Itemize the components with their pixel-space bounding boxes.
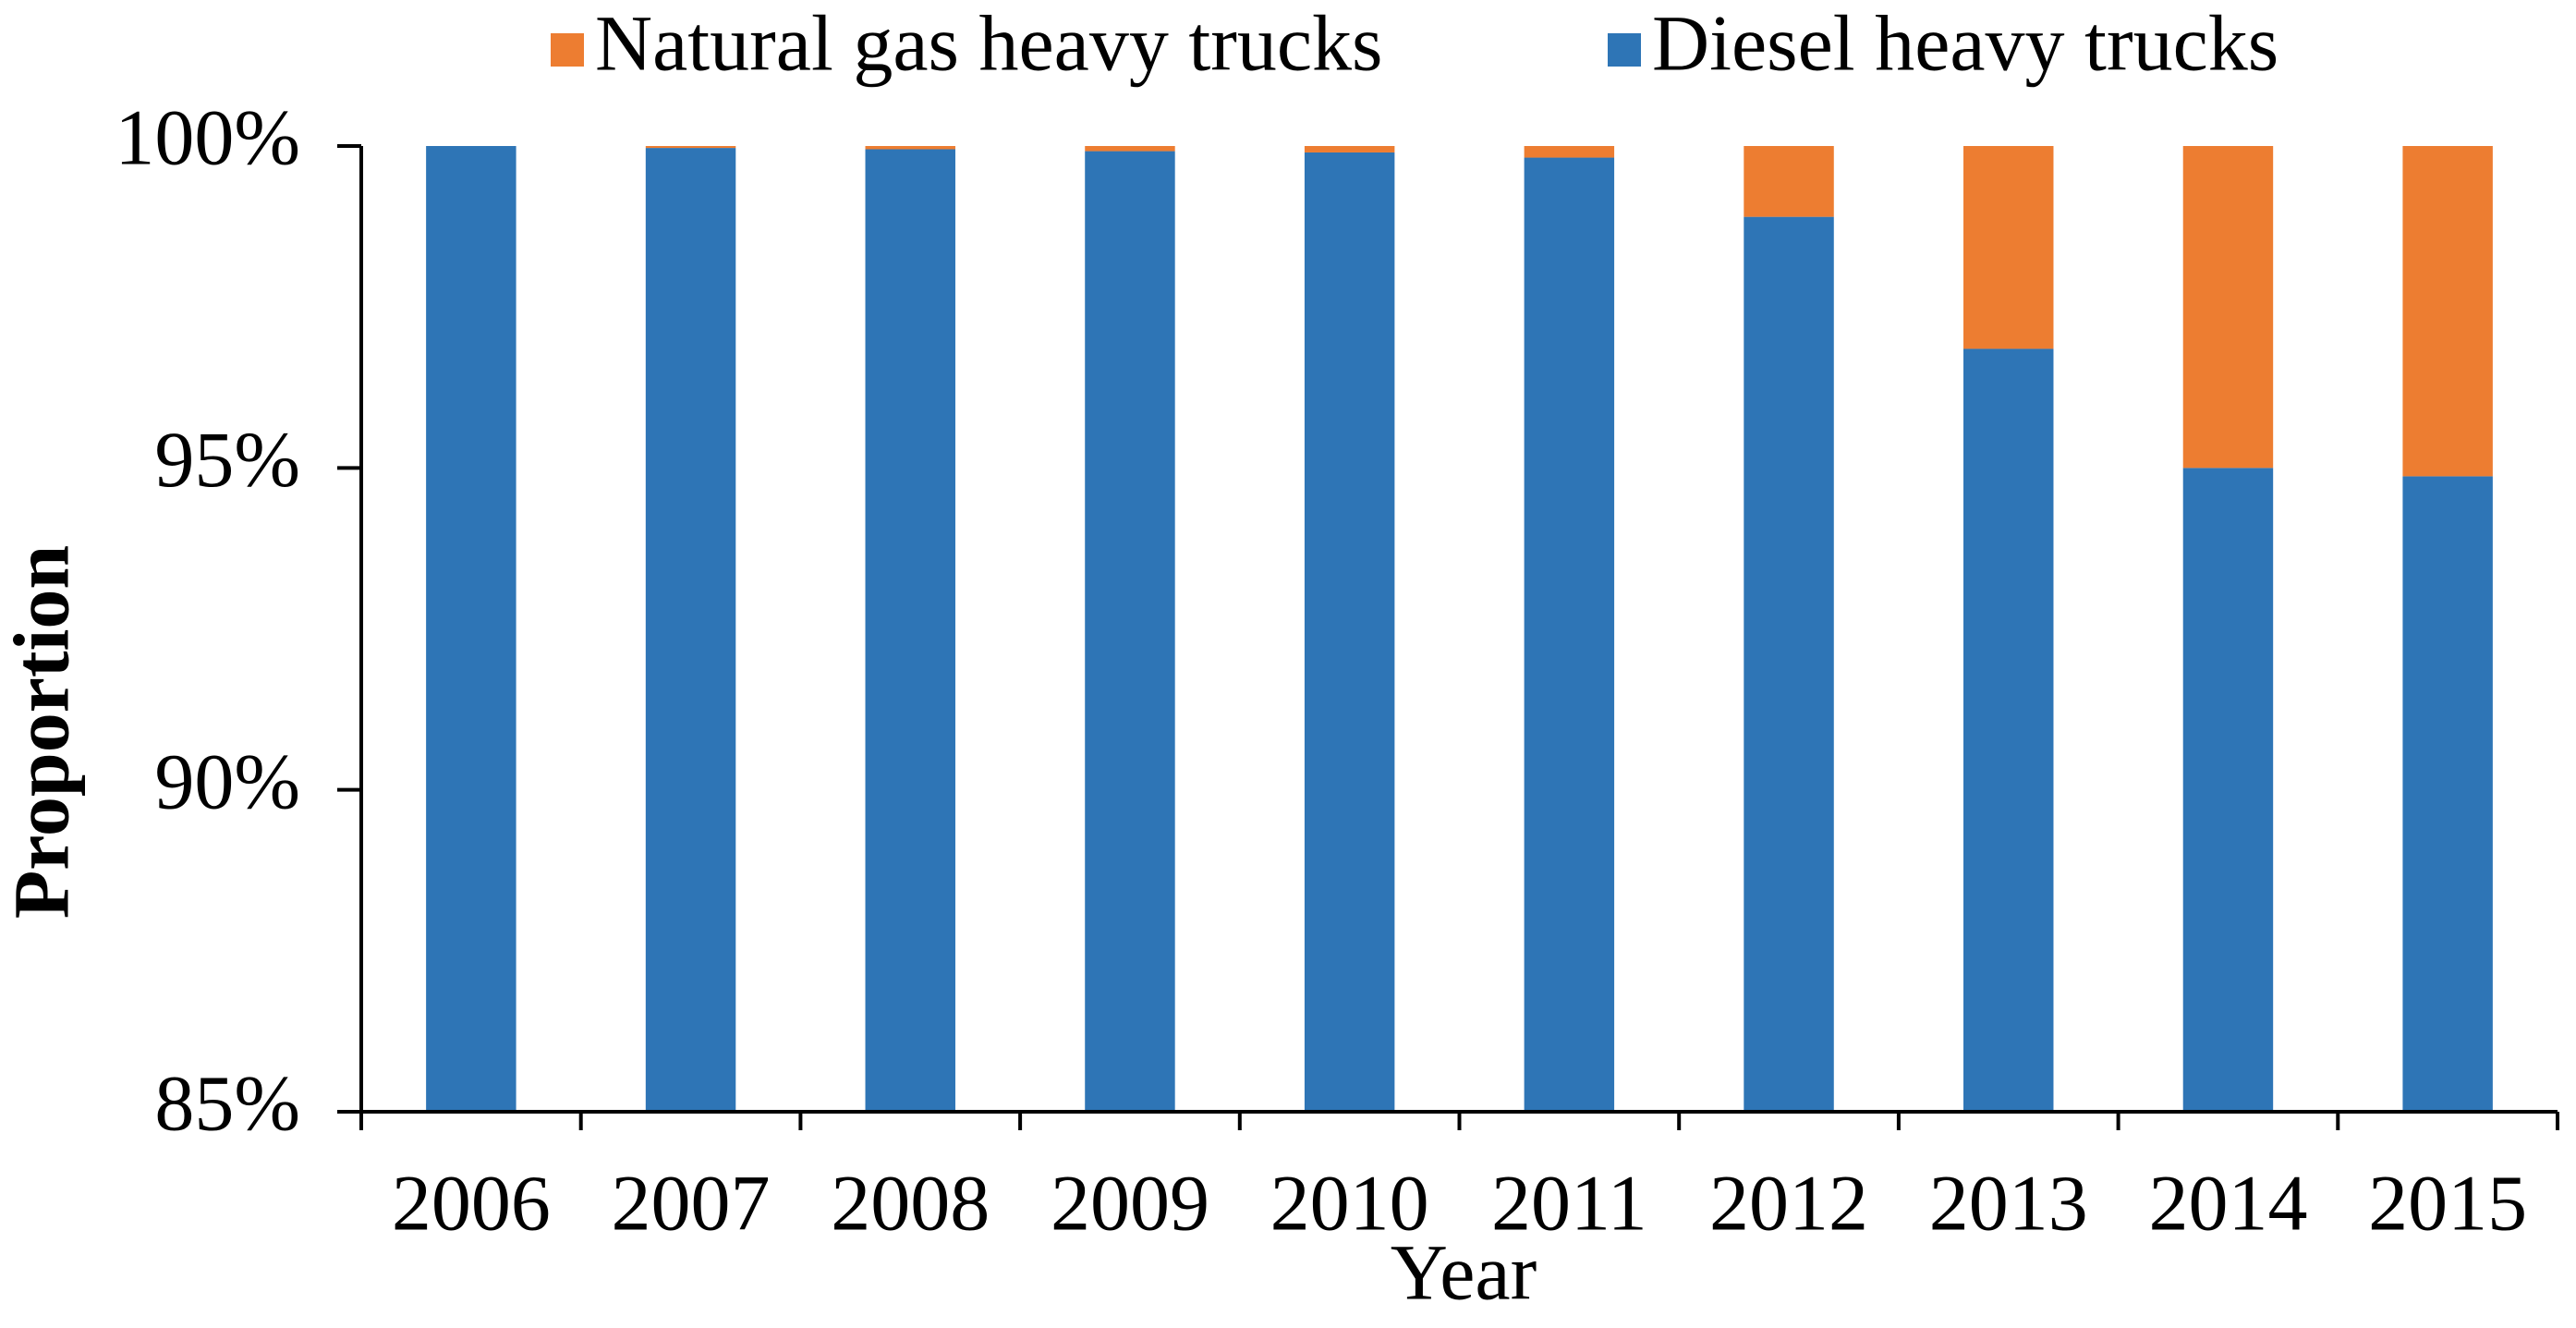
- bar-segment: [1744, 146, 1834, 217]
- x-tick-label: 2011: [1491, 1159, 1647, 1248]
- legend-label: Diesel heavy trucks: [1652, 0, 2278, 88]
- y-tick-label: 85%: [154, 1059, 300, 1148]
- bar-segment: [645, 148, 736, 1113]
- bar-segment: [865, 146, 955, 150]
- legend-swatch: [551, 33, 584, 67]
- x-tick-label: 2007: [612, 1159, 771, 1248]
- bar-segment: [1085, 146, 1175, 152]
- x-tick-label: 2009: [1051, 1159, 1209, 1248]
- bar-segment: [2402, 146, 2493, 477]
- bar-segment: [865, 149, 955, 1112]
- legend-label: Natural gas heavy trucks: [595, 0, 1383, 88]
- bar-segment: [645, 146, 736, 149]
- x-tick-label: 2006: [392, 1159, 551, 1248]
- y-axis-title: Proportion: [0, 545, 86, 920]
- bar-segment: [1304, 146, 1395, 152]
- legend-swatch: [1608, 33, 1641, 67]
- bar-segment: [2402, 476, 2493, 1112]
- bar-segment: [1524, 157, 1615, 1112]
- x-axis-title: Year: [1391, 1228, 1537, 1317]
- x-tick-label: 2010: [1270, 1159, 1429, 1248]
- bar-segment: [2182, 468, 2274, 1112]
- bar-segment: [1304, 152, 1395, 1112]
- bar-segment: [1085, 151, 1175, 1112]
- x-tick-label: 2014: [2148, 1159, 2307, 1248]
- x-tick-label: 2008: [831, 1159, 990, 1248]
- y-tick-label: 95%: [154, 415, 300, 504]
- bar-segment: [1963, 146, 2054, 349]
- bar-segment: [426, 146, 516, 1112]
- x-tick-label: 2012: [1709, 1159, 1868, 1248]
- bar-segment: [1524, 146, 1615, 158]
- y-tick-label: 90%: [154, 737, 300, 825]
- x-tick-label: 2013: [1929, 1159, 2088, 1248]
- x-tick-label: 2015: [2368, 1159, 2527, 1248]
- bar-segment: [2182, 146, 2274, 469]
- y-tick-label: 100%: [115, 93, 300, 182]
- bar-segment: [1963, 348, 2054, 1112]
- bar-segment: [1744, 216, 1834, 1113]
